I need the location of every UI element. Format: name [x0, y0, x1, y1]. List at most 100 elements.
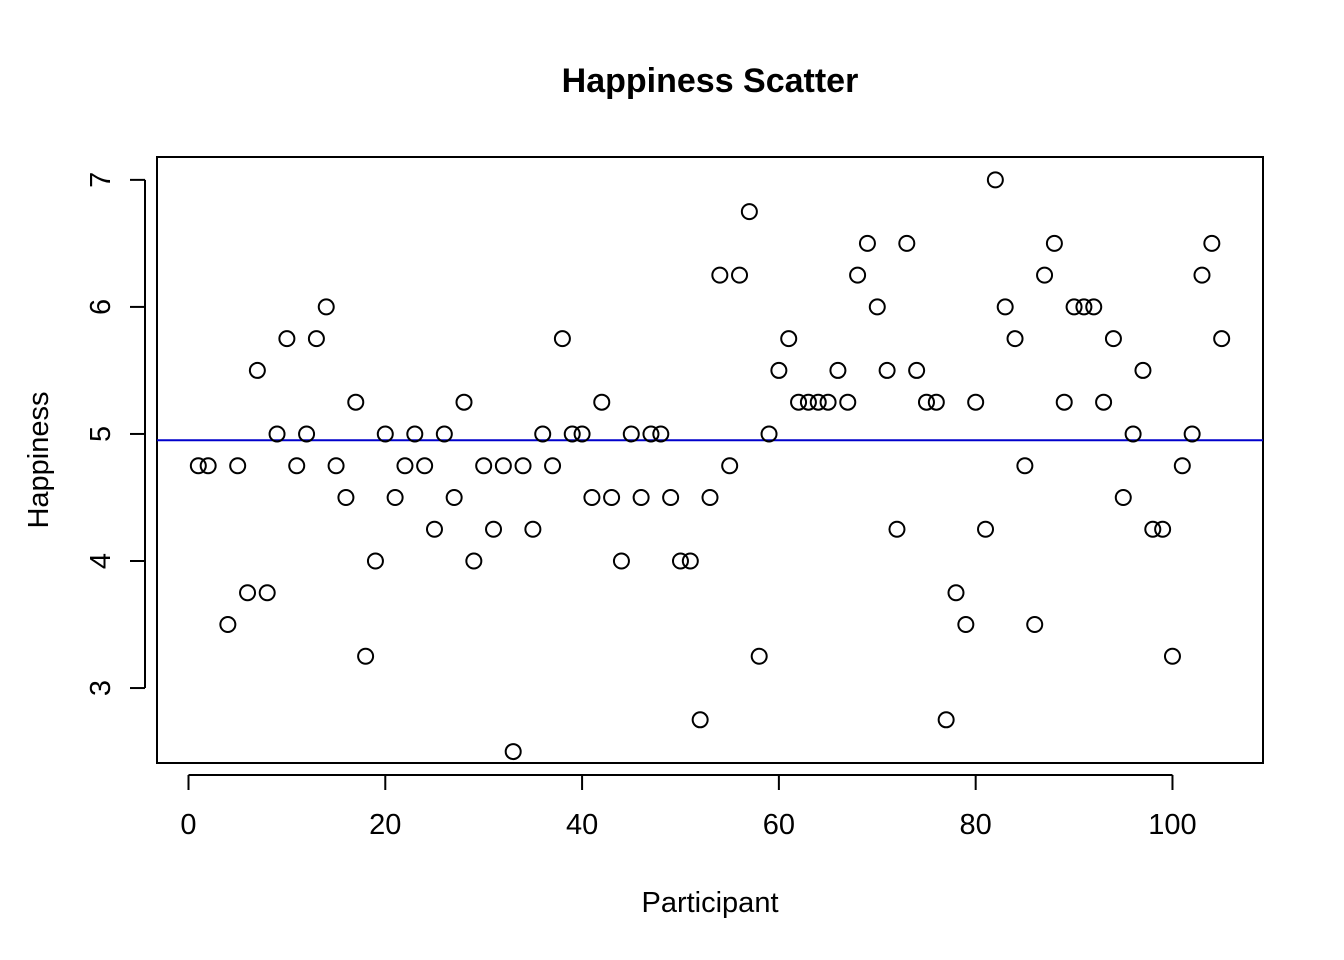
data-point [740, 203, 758, 221]
data-point [455, 393, 473, 411]
data-point [917, 393, 935, 411]
data-point [878, 361, 896, 379]
data-point [199, 457, 217, 475]
data-point [553, 330, 571, 348]
data-point [622, 425, 640, 443]
data-point [1065, 298, 1083, 316]
data-point [366, 552, 384, 570]
data-point [317, 298, 335, 316]
data-point [731, 266, 749, 284]
data-point [868, 298, 886, 316]
data-point [1124, 425, 1142, 443]
data-point [770, 361, 788, 379]
data-point [307, 330, 325, 348]
data-point [849, 266, 867, 284]
data-point [278, 330, 296, 348]
x-tick-label: 40 [566, 809, 598, 841]
data-point [1183, 425, 1201, 443]
data-point [357, 647, 375, 665]
data-point [1193, 266, 1211, 284]
data-point [189, 457, 207, 475]
data-point [829, 361, 847, 379]
data-point [711, 266, 729, 284]
data-point [396, 457, 414, 475]
data-point [1213, 330, 1231, 348]
data-point [1154, 520, 1172, 538]
data-point [544, 457, 562, 475]
data-point [1134, 361, 1152, 379]
data-point [819, 393, 837, 411]
data-point [465, 552, 483, 570]
data-point [258, 584, 276, 602]
data-point [927, 393, 945, 411]
data-point [534, 425, 552, 443]
data-point [1045, 234, 1063, 252]
data-point [1203, 234, 1221, 252]
data-point [977, 520, 995, 538]
data-point [1075, 298, 1093, 316]
data-point [524, 520, 542, 538]
data-point [347, 393, 365, 411]
x-axis: 0 20 40 60 80 100 [180, 774, 1197, 841]
data-point [996, 298, 1014, 316]
data-point [445, 488, 463, 506]
data-point [563, 425, 581, 443]
data-point [701, 488, 719, 506]
data-point [986, 171, 1004, 189]
data-point [809, 393, 827, 411]
data-point [839, 393, 857, 411]
data-point [612, 552, 630, 570]
data-point [288, 457, 306, 475]
data-point [504, 743, 522, 761]
data-point [1036, 266, 1054, 284]
data-point [416, 457, 434, 475]
data-point [691, 711, 709, 729]
data-point [485, 520, 503, 538]
data-point [1085, 298, 1103, 316]
data-point [799, 393, 817, 411]
data-point [583, 488, 601, 506]
data-point [514, 457, 532, 475]
data-point [475, 457, 493, 475]
y-tick-label: 6 [85, 299, 117, 315]
data-point [888, 520, 906, 538]
data-point [662, 488, 680, 506]
data-point [337, 488, 355, 506]
data-point [681, 552, 699, 570]
data-point [239, 584, 257, 602]
data-point [603, 488, 621, 506]
data-point [750, 647, 768, 665]
data-point [1114, 488, 1132, 506]
y-tick-label: 3 [85, 680, 117, 696]
data-point [1163, 647, 1181, 665]
data-point [573, 425, 591, 443]
data-point [327, 457, 345, 475]
x-tick-label: 20 [369, 809, 401, 841]
data-point [593, 393, 611, 411]
data-point [898, 234, 916, 252]
data-point [1173, 457, 1191, 475]
data-point [1026, 616, 1044, 634]
y-tick-label: 4 [85, 553, 117, 569]
data-point [790, 393, 808, 411]
data-point [947, 584, 965, 602]
data-point [1055, 393, 1073, 411]
chart-title: Happiness Scatter [562, 62, 859, 100]
data-point [376, 425, 394, 443]
x-axis-label: Participant [641, 887, 778, 919]
data-point [642, 425, 660, 443]
data-point [435, 425, 453, 443]
data-point [406, 425, 424, 443]
x-tick-label: 80 [960, 809, 992, 841]
data-point [957, 616, 975, 634]
plot-area [156, 156, 1264, 764]
data-point [248, 361, 266, 379]
data-point [760, 425, 778, 443]
x-tick-label: 100 [1148, 809, 1196, 841]
y-tick-label: 7 [85, 172, 117, 188]
data-point [937, 711, 955, 729]
data-point [967, 393, 985, 411]
y-axis-label: Happiness [23, 391, 55, 528]
data-point [1095, 393, 1113, 411]
